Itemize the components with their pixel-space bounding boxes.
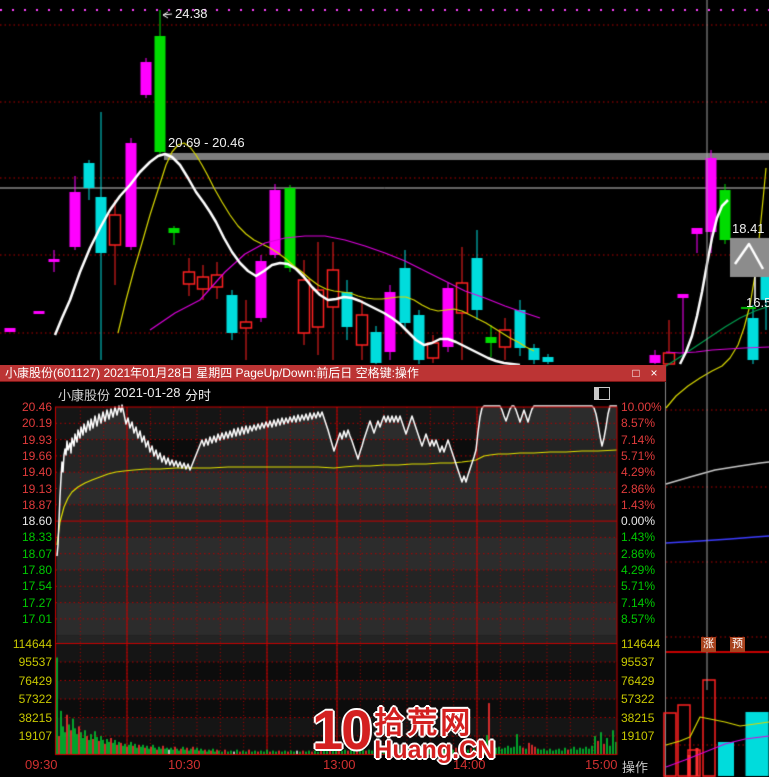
time-axis-label: 09:30 — [25, 757, 58, 772]
volume-axis-label-right: 95537 — [621, 655, 655, 669]
percent-axis-label: 0.00% — [621, 514, 656, 529]
price-axis-label: 18.87 — [21, 497, 52, 512]
panel-layout-icon[interactable] — [594, 387, 610, 400]
price-axis-label: 19.66 — [21, 448, 52, 463]
price-axis-label: 19.40 — [21, 465, 52, 480]
annotation-price-165: 16.5 — [746, 295, 769, 310]
popup-title-bar[interactable]: 小康股份(601127) 2021年01月28日 星期四 PageUp/Down… — [0, 365, 666, 382]
volume-axis-label-right: 114644 — [621, 636, 661, 651]
watermark: 10 拾荒网 Huang.CN — [312, 698, 496, 764]
volume-axis-label-right: 19107 — [621, 729, 655, 743]
percent-axis-label: 8.57% — [621, 416, 656, 431]
price-axis-label: 17.27 — [21, 595, 52, 610]
volume-axis-label-right: 38215 — [621, 710, 655, 725]
percent-axis-label: 5.71% — [621, 448, 656, 463]
percent-axis-label: 5.71% — [621, 579, 656, 594]
price-axis-label: 17.01 — [21, 611, 52, 626]
percent-axis-label: 2.86% — [621, 546, 656, 561]
price-axis-label: 18.07 — [21, 546, 52, 561]
percent-axis-label: 4.29% — [621, 465, 656, 480]
close-button[interactable]: × — [650, 366, 658, 380]
price-axis-label: 18.60 — [21, 514, 52, 529]
percent-axis-label: 1.43% — [621, 497, 656, 512]
popup-title: 小康股份(601127) 2021年01月28日 星期四 PageUp/Down… — [5, 366, 419, 380]
percent-axis-label: 2.86% — [621, 481, 656, 496]
volume-axis-label-left: 38215 — [18, 710, 52, 725]
percent-axis-label: 7.14% — [621, 432, 656, 447]
time-axis-label: 10:30 — [168, 757, 201, 772]
price-axis-label: 17.54 — [21, 579, 52, 594]
percent-axis-label: 7.14% — [621, 595, 656, 610]
stock-name: 小康股份 — [58, 388, 111, 403]
chart-period-label: 分时 — [185, 388, 212, 403]
maximize-button[interactable]: □ — [632, 366, 640, 380]
price-axis-label: 20.19 — [21, 416, 52, 431]
price-axis-label: 19.13 — [21, 481, 52, 496]
annotation-high-price: 24.38 — [175, 6, 208, 21]
price-axis-label: 17.80 — [21, 563, 52, 577]
annotation-price-1841: 18.41 — [732, 221, 765, 236]
price-axis-label: 19.93 — [21, 432, 52, 447]
time-axis-label: 15:00 — [585, 757, 618, 772]
percent-axis-label: 8.57% — [621, 611, 656, 626]
volume-axis-label-right: 57322 — [621, 692, 655, 706]
price-axis-label: 20.46 — [21, 400, 52, 414]
price-axis-label: 18.33 — [21, 530, 52, 545]
annotation-price-range: 20.69 - 20.46 — [168, 135, 245, 150]
chart-date: 2021-01-28 — [114, 385, 181, 400]
action-label: 操作 — [622, 760, 649, 775]
percent-axis-label: 1.43% — [621, 530, 656, 545]
time-axis-label: 14:00 — [453, 757, 486, 772]
volume-axis-label-left: 114644 — [12, 636, 52, 651]
badge-zhang: 涨 — [701, 637, 716, 652]
volume-axis-label-left: 95537 — [18, 655, 52, 669]
percent-axis-label: 10.00% — [621, 400, 662, 414]
badge-yu: 预 — [730, 637, 745, 652]
watermark-number: 10 — [312, 698, 372, 761]
percent-axis-label: 4.29% — [621, 563, 656, 577]
volume-axis-label-left: 57322 — [18, 692, 52, 706]
time-axis-label: 13:00 — [323, 757, 356, 772]
volume-axis-label-left: 76429 — [18, 673, 52, 688]
watermark-domain: Huang.CN — [374, 736, 496, 764]
volume-axis-label-left: 19107 — [18, 729, 52, 743]
watermark-site-name: 拾荒网 — [374, 707, 474, 740]
volume-axis-label-right: 76429 — [621, 673, 655, 688]
